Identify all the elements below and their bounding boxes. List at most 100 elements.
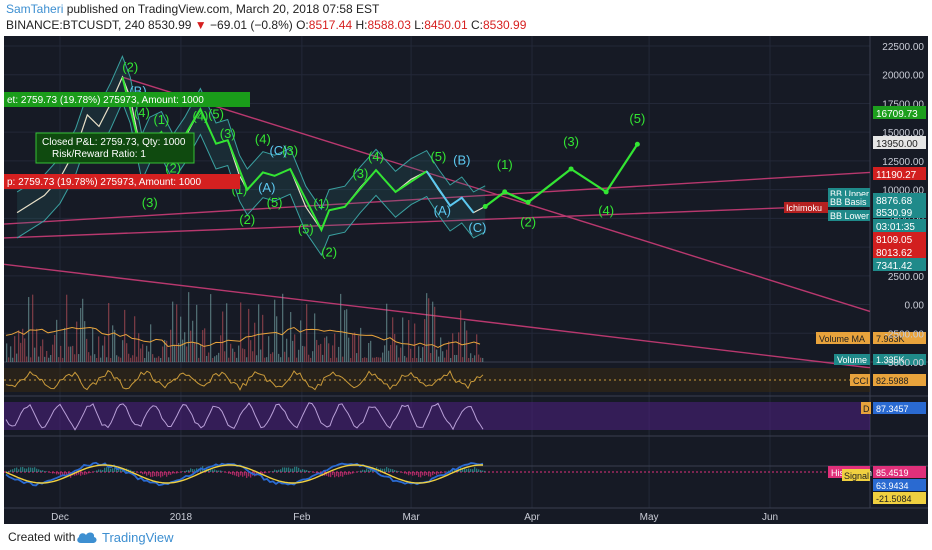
volume-bar xyxy=(420,357,422,362)
macd-histogram-bar xyxy=(242,472,244,477)
y-tick-label: 17500.00 xyxy=(882,99,924,110)
volume-bar xyxy=(452,333,454,362)
close-label: C: xyxy=(470,18,483,32)
macd-histogram-bar xyxy=(184,471,186,472)
macd-histogram-bar xyxy=(342,472,344,477)
volume-bar xyxy=(328,343,330,362)
volume-bar xyxy=(106,357,108,362)
chart-area[interactable]: (2)(4)(3)(1)(2)(3)(4)(5)(3)(1)(2)(4)(5)(… xyxy=(3,36,928,524)
macd-histogram-bar xyxy=(384,468,386,472)
macd-histogram-bar xyxy=(134,471,136,472)
volume-bar xyxy=(42,339,44,362)
volume-bar xyxy=(448,341,450,362)
volume-bar xyxy=(250,340,252,362)
macd-histogram-bar xyxy=(102,469,104,472)
volume-bar xyxy=(100,357,102,362)
wave-label: (5) xyxy=(267,195,283,210)
volume-bar xyxy=(12,357,14,362)
volume-bar xyxy=(234,351,236,362)
macd-histogram-bar xyxy=(482,470,484,472)
macd-histogram-bar xyxy=(14,468,16,472)
volume-bar xyxy=(324,337,326,362)
volume-bar xyxy=(330,358,332,362)
macd-histogram-bar xyxy=(112,468,114,472)
macd-histogram-bar xyxy=(244,472,246,476)
macd-histogram-bar xyxy=(424,472,426,476)
signal-line xyxy=(5,464,483,484)
closed-pl-label: Closed P&L: 2759.73, Qty: 1000 xyxy=(42,137,186,148)
macd-histogram-bar xyxy=(348,472,350,475)
volume-bar xyxy=(166,340,168,362)
volume-bar xyxy=(340,293,342,362)
volume-bar xyxy=(474,355,476,362)
volume-bar xyxy=(130,357,132,362)
author-link[interactable]: SamTaheri xyxy=(6,2,64,16)
chart-svg[interactable]: (2)(4)(3)(1)(2)(3)(4)(5)(3)(1)(2)(4)(5)(… xyxy=(3,36,928,524)
macd-histogram-bar xyxy=(352,472,354,474)
volume-bar xyxy=(146,345,148,362)
volume-bar xyxy=(14,336,16,362)
volume-bar xyxy=(266,357,268,362)
volume-bar xyxy=(416,357,418,362)
price-tag xyxy=(873,193,926,206)
axes: Dec 2018 Feb Mar Apr May Jun 22500.00 20000.00 17… xyxy=(51,42,926,523)
volume-bar xyxy=(476,334,478,362)
macd-histogram-bar xyxy=(30,467,32,472)
cci-line xyxy=(5,369,484,391)
wave-label: (4) xyxy=(255,132,271,147)
volume-bar xyxy=(194,342,196,362)
volume-bar xyxy=(118,356,120,362)
macd-histogram-bar xyxy=(54,472,56,474)
volume-bar xyxy=(372,357,374,362)
tradingview-logo[interactable]: TradingView xyxy=(76,528,174,546)
x-tick-label: May xyxy=(640,512,659,523)
volume-bar xyxy=(252,351,254,362)
macd-histogram-bar xyxy=(300,469,302,472)
volume-bar xyxy=(50,355,52,362)
high-label: H: xyxy=(355,18,368,32)
volume-bar xyxy=(186,346,188,362)
macd-histogram-bar xyxy=(130,469,132,472)
macd-histogram-bar xyxy=(484,470,486,472)
macd-histogram-bar xyxy=(296,466,298,472)
macd-histogram-bar xyxy=(116,468,118,472)
indicator-tag-label: Ichimoku xyxy=(786,203,822,213)
macd-histogram-bar xyxy=(328,472,330,477)
macd-histogram-bar xyxy=(476,468,478,472)
low-label: L: xyxy=(414,18,425,32)
macd-histogram-bar xyxy=(28,467,30,472)
volume-bar xyxy=(434,306,436,362)
volume-bar xyxy=(356,353,358,362)
correction-path xyxy=(425,170,475,214)
volume-bar xyxy=(238,345,240,362)
x-tick-label: Feb xyxy=(293,512,311,523)
symbol: BINANCE:BTCUSDT, 240 xyxy=(6,18,145,32)
volume-bar xyxy=(46,350,48,362)
indicator-tag xyxy=(784,202,828,213)
cci-name: CCI xyxy=(853,376,869,386)
trendline xyxy=(3,171,871,225)
signal-tag xyxy=(842,469,870,481)
volume-bar xyxy=(288,357,290,362)
macd-histogram-bar xyxy=(466,468,468,472)
volume-bar xyxy=(172,301,174,362)
macd-histogram-bar xyxy=(168,472,170,475)
macd-histogram-bar xyxy=(272,471,274,472)
macd-histogram-bar xyxy=(472,469,474,472)
bb-upper-line xyxy=(16,54,486,211)
volume-bar xyxy=(36,328,38,362)
volume-bar xyxy=(120,357,122,362)
volume-bar xyxy=(424,319,426,362)
volume-bar xyxy=(196,304,198,362)
macd-histogram-bar xyxy=(108,467,110,472)
indicator-tag-label: BB Lower xyxy=(830,211,869,221)
volume-bar xyxy=(188,292,190,362)
price-tag-value: 13950.00 xyxy=(876,139,918,150)
macd-histogram-bar xyxy=(382,468,384,472)
wave-label: (5) xyxy=(208,106,224,121)
macd-histogram-bar xyxy=(250,472,252,478)
cci-tag xyxy=(850,374,870,386)
position-boxes[interactable]: et: 2759.73 (19.78%) 275973, Amount: 100… xyxy=(4,92,250,189)
volume-bar xyxy=(98,336,100,362)
volume-bar xyxy=(286,338,288,362)
